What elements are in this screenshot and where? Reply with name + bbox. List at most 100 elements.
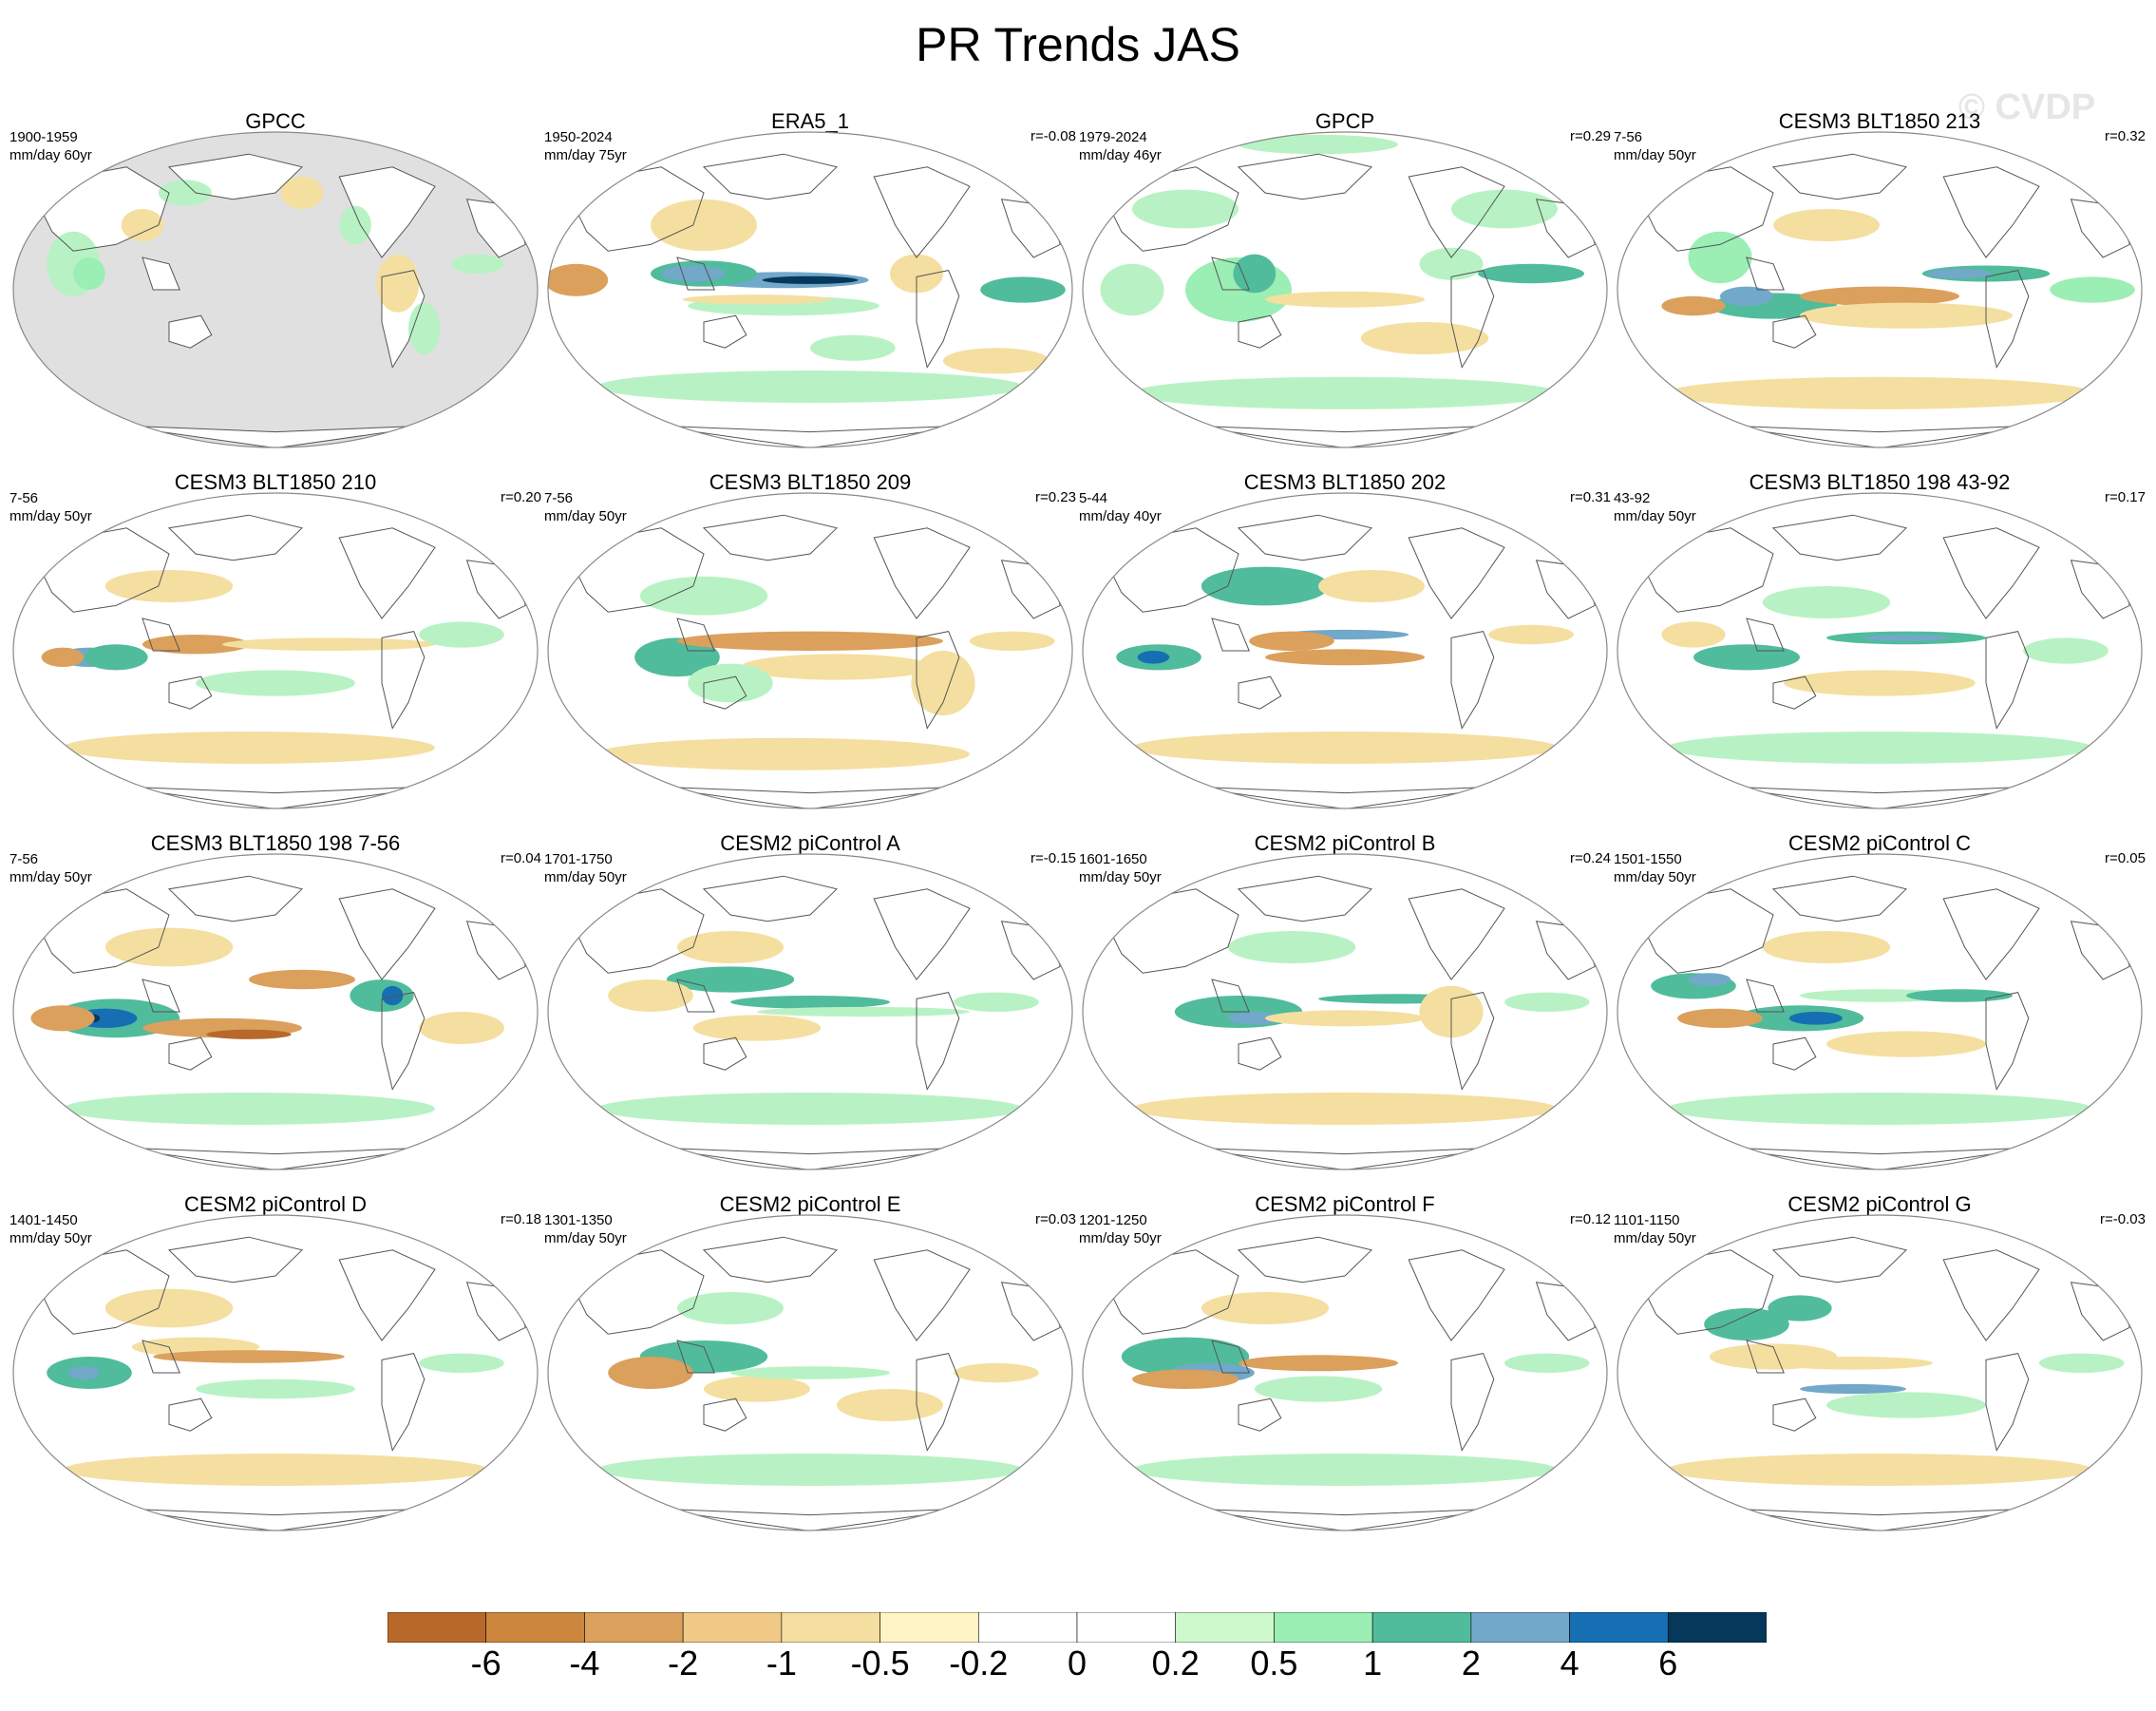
pattern-correlation: r=0.03 [1035, 1211, 1076, 1227]
world-map [1617, 492, 2143, 809]
trend-anomaly [597, 371, 1023, 403]
colorbar-tick-label: -1 [766, 1644, 797, 1682]
trend-anomaly [1249, 631, 1334, 651]
trend-anomaly [450, 254, 504, 274]
coastline [702, 153, 838, 200]
trend-anomaly [1265, 649, 1425, 666]
trend-anomaly [666, 966, 795, 993]
period-years: 1601-1650 [1079, 851, 1147, 867]
trend-anomaly [1677, 1008, 1763, 1028]
trend-anomaly [1800, 302, 2013, 329]
world-map [547, 853, 1073, 1170]
period-units: mm/day 60yr [9, 147, 92, 163]
trend-anomaly [1667, 1454, 2092, 1486]
trend-anomaly [730, 1366, 890, 1379]
trend-anomaly [741, 654, 933, 680]
period-units: mm/day 75yr [544, 147, 627, 163]
panel-period: 43-92 mm/day 50yr [1614, 489, 1696, 525]
coastline [1238, 1036, 1282, 1071]
coastline [1211, 1340, 1250, 1374]
trend-anomaly [1318, 570, 1425, 602]
trend-anomaly [1488, 624, 1574, 645]
trend-anomaly [63, 732, 435, 764]
panel-title: CESM2 piControl B [1254, 831, 1436, 855]
trend-anomaly [280, 177, 324, 209]
map-background [1083, 1215, 1607, 1530]
period-units: mm/day 50yr [544, 1230, 627, 1246]
coastline [168, 1397, 213, 1432]
pattern-correlation: r=0.04 [501, 850, 541, 866]
panel-title: CESM2 piControl A [720, 831, 900, 855]
colorbar-tick-label: 0 [1067, 1644, 1087, 1682]
map-panel: CESM3 BLT1850 198 43-92 43-92 mm/day 50yr r… [1614, 470, 2146, 831]
period-years: 1501-1550 [1614, 851, 1682, 867]
panel-title: CESM2 piControl C [1788, 831, 1971, 855]
map-panel: CESM2 piControl A 1701-1750 mm/day 50yr r=-… [544, 831, 1076, 1192]
colorbar-tick-label: -4 [569, 1644, 600, 1682]
coastline [338, 1249, 436, 1341]
coastline [1985, 1353, 2030, 1452]
map-border [1082, 1214, 1608, 1531]
world-map [547, 131, 1073, 448]
period-units: mm/day 50yr [9, 869, 92, 885]
map-border [12, 1214, 539, 1531]
coastline [1450, 631, 1495, 730]
trend-anomaly [634, 637, 720, 677]
trend-anomaly [597, 1454, 1023, 1486]
map-panel: CESM3 BLT1850 209 7-56 mm/day 50yr r=0.23 [544, 470, 1076, 831]
panel-period: 1701-1750 mm/day 50yr [544, 850, 627, 886]
pattern-correlation: r=0.20 [501, 489, 541, 505]
trend-anomaly [1451, 189, 1558, 229]
panel-title: CESM3 BLT1850 198 43-92 [1749, 470, 2011, 494]
trend-anomaly [63, 1454, 488, 1486]
period-years: 1701-1750 [544, 851, 613, 867]
pattern-correlation: r=0.24 [1570, 850, 1611, 866]
map-border [1617, 131, 2143, 448]
map-border [1082, 131, 1608, 448]
period-units: mm/day 50yr [544, 508, 627, 524]
trend-anomaly [196, 670, 355, 696]
colorbar-tick-label: 2 [1461, 1644, 1481, 1682]
trend-anomaly [1239, 1355, 1398, 1372]
coastline [873, 527, 971, 619]
coastline [1746, 979, 1785, 1013]
trend-anomaly [970, 631, 1055, 651]
coastline [1237, 514, 1372, 561]
world-map [1617, 1214, 2143, 1531]
map-background [1617, 1215, 2142, 1530]
colorbar-swatch [977, 1612, 1078, 1643]
panel-title: CESM2 piControl E [719, 1192, 901, 1216]
trend-anomaly [1227, 931, 1356, 963]
coastline [676, 979, 715, 1013]
panel-period: 1101-1150 mm/day 50yr [1614, 1211, 1696, 1247]
colorbar-swatch [1371, 1612, 1472, 1643]
panel-period: 1301-1350 mm/day 50yr [544, 1211, 627, 1247]
coastline [142, 257, 180, 291]
coastline [1211, 257, 1250, 291]
world-map [547, 492, 1073, 809]
colorbar-swatch [388, 1612, 487, 1643]
trend-anomaly [1720, 286, 1773, 306]
coastline [702, 1236, 838, 1283]
watermark: © CVDP [1958, 87, 2096, 127]
coastline [1450, 1353, 1495, 1452]
trend-anomaly [1704, 1308, 1789, 1340]
panel-title: GPCC [245, 109, 306, 133]
map-background [1617, 493, 2142, 808]
coastline [676, 1340, 715, 1374]
panel-period: 1950-2024 mm/day 75yr [544, 128, 627, 164]
trend-anomaly [911, 651, 975, 715]
map-border [1082, 853, 1608, 1170]
map-panel: GPCP 1979-2024 mm/day 46yr r=0.29 [1079, 109, 1611, 470]
trend-anomaly [104, 1288, 234, 1328]
coastline [338, 888, 436, 980]
map-panel: CESM2 piControl B 1601-1650 mm/day 50yr r=0… [1079, 831, 1611, 1192]
map-border [1617, 492, 2143, 809]
world-map [547, 1214, 1073, 1531]
trend-anomaly [704, 1376, 810, 1402]
colorbar-tick-label: 0.5 [1250, 1644, 1298, 1682]
coastline [142, 618, 180, 652]
coastline [381, 1353, 426, 1452]
pattern-correlation: r=-0.15 [1031, 850, 1076, 866]
coastline [1942, 888, 2040, 980]
